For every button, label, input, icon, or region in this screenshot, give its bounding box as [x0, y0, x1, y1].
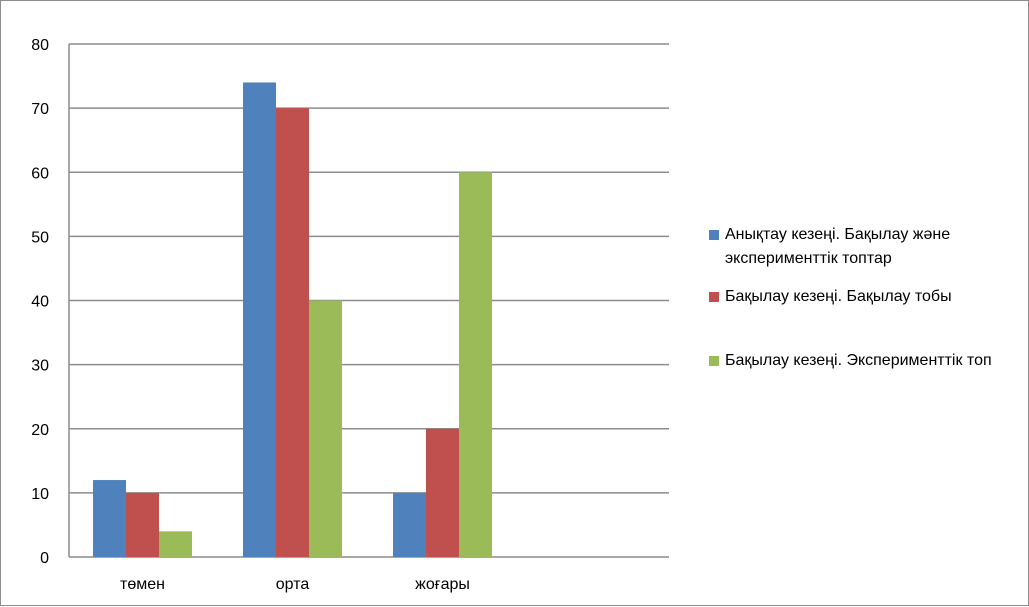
legend-swatch-red	[709, 292, 719, 302]
y-tick-label: 10	[31, 486, 49, 503]
legend-item-anyqtau: Анықтау кезеңі. Бақылау және эксперимент…	[709, 223, 1009, 271]
x-category-label: жоғары	[415, 576, 470, 593]
bar-төмен-series-0	[93, 480, 126, 557]
legend-label: Бақылау кезеңі. Эксперименттік топ	[725, 352, 992, 369]
bar-төмен-series-2	[159, 531, 192, 557]
y-tick-label: 80	[31, 37, 49, 54]
legend-swatch-green	[709, 356, 719, 366]
bar-жоғары-series-1	[426, 428, 459, 557]
chart-legend: Анықтау кезеңі. Бақылау және эксперимент…	[709, 223, 1009, 373]
bar-төмен-series-1	[126, 492, 159, 557]
bar-жоғары-series-0	[393, 492, 426, 557]
legend-item-baqylau-toby: Бақылау кезеңі. Бақылау тобы	[709, 285, 1009, 309]
bar-орта-series-0	[243, 82, 276, 557]
y-tick-label: 40	[31, 294, 49, 311]
legend-label: Бақылау кезеңі. Бақылау тобы	[725, 288, 952, 305]
bar-орта-series-2	[309, 300, 342, 557]
x-category-label: орта	[276, 576, 310, 593]
bar-орта-series-1	[276, 108, 309, 557]
y-tick-label: 20	[31, 422, 49, 439]
y-tick-label: 50	[31, 229, 49, 246]
legend-swatch-blue	[709, 230, 719, 240]
x-category-label: төмен	[120, 576, 165, 593]
y-tick-label: 0	[40, 550, 49, 567]
bar-жоғары-series-2	[459, 172, 492, 557]
y-tick-label: 30	[31, 358, 49, 375]
legend-label: Анықтау кезеңі. Бақылау және эксперимент…	[725, 226, 951, 267]
y-tick-label: 60	[31, 165, 49, 182]
y-tick-label: 70	[31, 101, 49, 118]
legend-item-eksperimenttik-top: Бақылау кезеңі. Эксперименттік топ	[709, 349, 1009, 373]
